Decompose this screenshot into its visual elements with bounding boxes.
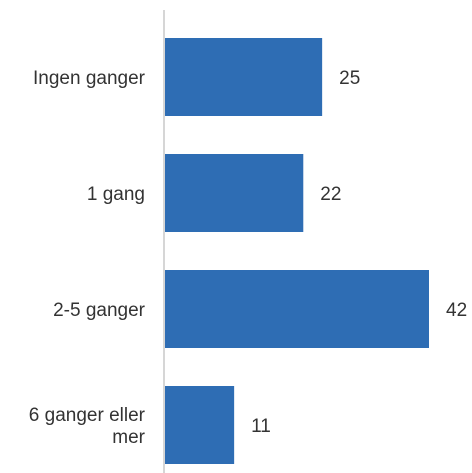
value-label-2: 22 [320,184,341,205]
value-label-4: 11 [251,416,271,437]
value-labels: 25 22 42 11 [251,68,467,437]
category-label-4: 6 ganger eller mer [29,405,146,448]
bar-2 [165,154,304,232]
value-label-1: 25 [339,68,360,89]
category-labels: Ingen ganger 1 gang 2-5 ganger 6 ganger ell… [29,68,146,448]
value-label-3: 42 [446,300,467,321]
category-label-2: 1 gang [87,184,145,205]
bar-3 [165,270,429,348]
bars-group [165,38,429,464]
category-label-3: 2-5 ganger [53,300,146,321]
bar-1 [165,38,323,116]
bar-4 [165,386,235,464]
category-label-1: Ingen ganger [33,68,146,89]
